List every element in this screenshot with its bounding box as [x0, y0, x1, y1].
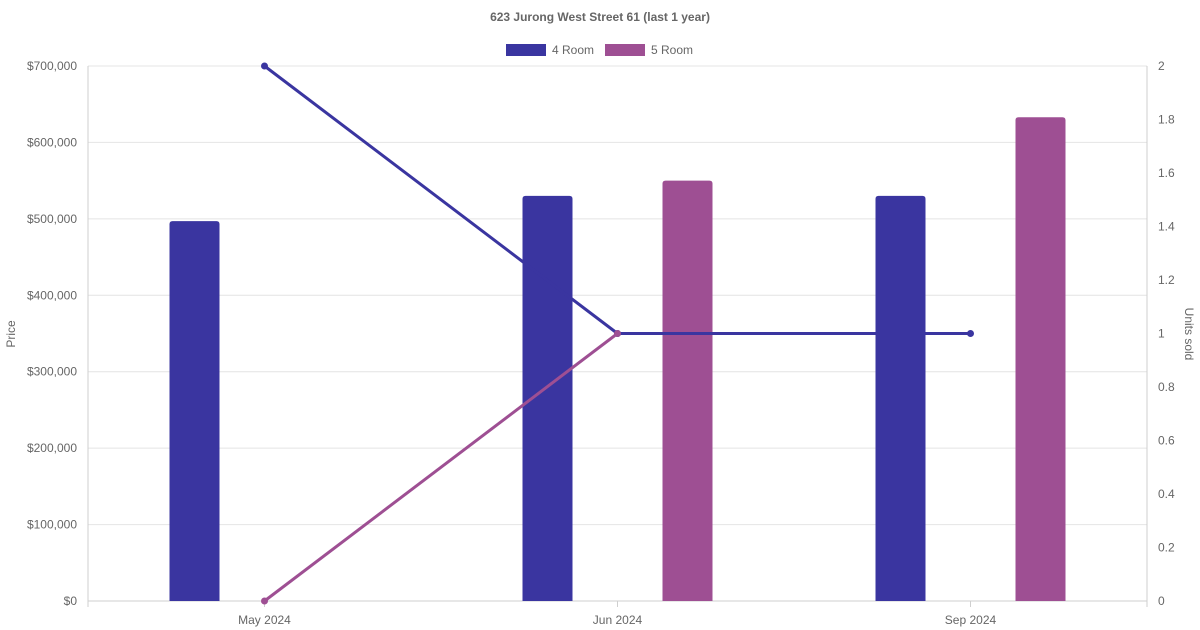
y2-tick-label: 1.6	[1158, 166, 1175, 180]
y-tick-label: $100,000	[27, 518, 77, 532]
legend-item-5-room[interactable]: 5 Room	[605, 43, 693, 57]
line-4-room-units-sold	[263, 64, 971, 335]
point-4-room-units-sold[interactable]	[261, 62, 268, 70]
lines	[261, 62, 974, 605]
bar-4-room-sep-2024[interactable]	[875, 195, 926, 601]
y-axis-title: Price	[4, 320, 18, 348]
legend: 4 Room 5 Room	[506, 43, 693, 57]
y-tick-label: $700,000	[27, 59, 77, 73]
y-tick-label: $300,000	[27, 365, 77, 379]
legend-swatch-4-room	[506, 44, 546, 56]
axes: $0 $100,000 $200,000 $300,000 $400,000 $500,0…	[27, 59, 1175, 627]
y2-tick-label: 0	[1158, 594, 1165, 608]
point-5-room-units-sold[interactable]	[614, 330, 621, 337]
legend-label-4-room: 4 Room	[552, 43, 594, 57]
y-tick-label: $200,000	[27, 441, 77, 455]
chart-title: 623 Jurong West Street 61 (last 1 year)	[490, 10, 710, 24]
y-tick-label: $500,000	[27, 212, 77, 226]
y2-tick-label: 0.6	[1158, 434, 1175, 448]
y2-axis-title: Units sold	[1182, 308, 1196, 361]
bars	[169, 117, 1066, 601]
legend-item-4-room[interactable]: 4 Room	[506, 43, 594, 57]
bar-5-room-sep-2024[interactable]	[1015, 117, 1066, 601]
x-tick-label: May 2024	[238, 613, 291, 627]
y2-tick-label: 1.8	[1158, 113, 1175, 127]
point-4-room-units-sold[interactable]	[967, 330, 974, 337]
x-tick-label: Jun 2024	[593, 613, 643, 627]
gridlines	[87, 65, 1148, 607]
y2-tick-label: 1.4	[1158, 220, 1175, 234]
y2-tick-label: 0.4	[1158, 487, 1175, 501]
y2-tick-label: 1	[1158, 327, 1165, 341]
point-5-room-units-sold[interactable]	[261, 597, 268, 605]
y2-tick-label: 0.2	[1158, 541, 1175, 555]
y-tick-label: $600,000	[27, 135, 77, 149]
x-tick-label: Sep 2024	[945, 613, 997, 627]
legend-swatch-5-room	[605, 44, 645, 56]
bar-4-room-jun-2024[interactable]	[522, 195, 573, 601]
y2-tick-label: 0.8	[1158, 380, 1175, 394]
y-tick-label: $0	[64, 594, 78, 608]
bar-5-room-jun-2024[interactable]	[662, 180, 713, 601]
bar-4-room-may-2024[interactable]	[169, 221, 220, 601]
y2-tick-label: 1.2	[1158, 273, 1175, 287]
line-5-room-units-sold	[263, 332, 619, 603]
legend-label-5-room: 5 Room	[651, 43, 693, 57]
y-tick-label: $400,000	[27, 288, 77, 302]
y2-tick-label: 2	[1158, 59, 1165, 73]
